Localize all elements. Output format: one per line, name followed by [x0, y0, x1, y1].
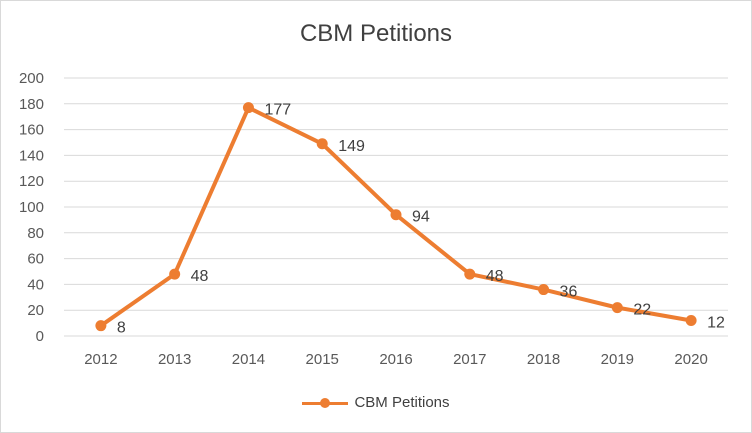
data-label: 94: [412, 209, 430, 226]
data-point: [316, 138, 328, 150]
legend-marker: [320, 397, 331, 408]
chart-title: CBM Petitions: [299, 20, 453, 47]
legend-swatch: [302, 397, 349, 409]
y-tick-label: 20: [27, 302, 44, 319]
y-tick-label: 200: [19, 70, 44, 87]
y-tick-label: 40: [27, 276, 44, 293]
y-tick-label: 0: [36, 328, 44, 345]
y-tick-label: 60: [27, 251, 44, 268]
data-label: 22: [633, 302, 651, 319]
data-point: [611, 302, 623, 314]
y-tick-label: 160: [19, 122, 44, 139]
x-tick-label: 2014: [232, 351, 265, 368]
x-tick-label: 2016: [379, 351, 412, 368]
y-tick-label: 120: [19, 173, 44, 190]
legend-label: CBM Petitions: [354, 394, 450, 411]
y-tick-label: 80: [27, 225, 44, 242]
legend: CBM Petitions: [0, 394, 752, 411]
data-label: 177: [264, 102, 291, 119]
data-label: 36: [560, 284, 578, 301]
data-label: 149: [338, 138, 365, 155]
x-tick-label: 2019: [601, 351, 634, 368]
x-tick-label: 2017: [453, 351, 486, 368]
data-point: [390, 209, 402, 221]
data-label: 48: [486, 268, 504, 285]
y-tick-label: 140: [19, 147, 44, 164]
x-tick-label: 2012: [84, 351, 117, 368]
y-tick-label: 180: [19, 96, 44, 113]
data-point: [169, 268, 181, 280]
data-point: [95, 320, 107, 332]
x-tick-label: 2020: [674, 351, 707, 368]
data-point: [685, 315, 697, 327]
x-tick-label: 2018: [527, 351, 560, 368]
data-label: 12: [707, 315, 725, 332]
data-point: [242, 102, 254, 114]
data-label: 8: [117, 320, 126, 337]
x-tick-label: 2015: [306, 351, 339, 368]
y-tick-label: 100: [19, 199, 44, 216]
data-label: 48: [191, 268, 209, 285]
data-point: [538, 284, 550, 296]
x-tick-label: 2013: [158, 351, 191, 368]
data-point: [464, 268, 476, 280]
